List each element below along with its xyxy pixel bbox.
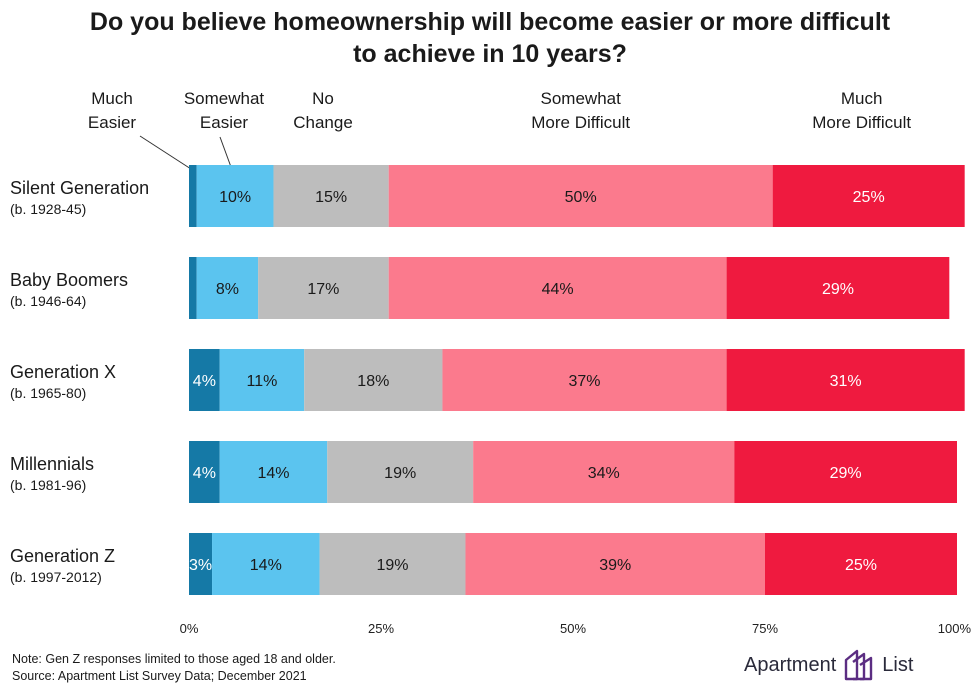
bar-segment bbox=[388, 257, 727, 319]
data-label: 39% bbox=[599, 557, 631, 574]
stacked-bar-chart: Much Easier Somewhat Easier No Change Somewhat… bbox=[10, 89, 972, 636]
generation-birth-years: (b. 1981-96) bbox=[10, 477, 86, 493]
legend-label-much-more-difficult: More Difficult bbox=[812, 113, 911, 132]
bar-segment bbox=[304, 349, 443, 411]
legend-label-much-easier: Easier bbox=[88, 113, 137, 132]
generation-label: Generation Z bbox=[10, 546, 115, 566]
generation-birth-years: (b. 1946-64) bbox=[10, 293, 86, 309]
brand-word-apartment: Apartment bbox=[744, 653, 837, 676]
legend-label-somewhat-more-difficult: Somewhat bbox=[541, 89, 622, 108]
bar-segment bbox=[319, 533, 466, 595]
bar-segment bbox=[327, 441, 474, 503]
legend-label-much-more-difficult: Much bbox=[841, 89, 883, 108]
brand-word-list: List bbox=[882, 653, 914, 676]
data-label: 4% bbox=[193, 465, 216, 482]
generation-label: Baby Boomers bbox=[10, 270, 128, 290]
x-tick-label: 0% bbox=[180, 621, 199, 636]
bar-segment bbox=[189, 165, 197, 227]
bar-segment bbox=[189, 441, 220, 503]
data-label: 14% bbox=[257, 465, 289, 482]
brand-logo: Apartment List bbox=[744, 648, 913, 682]
generation-birth-years: (b. 1997-2012) bbox=[10, 569, 102, 585]
bar-segment bbox=[219, 441, 328, 503]
generation-birth-years: (b. 1928-45) bbox=[10, 201, 86, 217]
data-label: 50% bbox=[565, 189, 597, 206]
source-line: Source: Apartment List Survey Data; Dece… bbox=[12, 669, 307, 683]
x-tick-label: 25% bbox=[368, 621, 394, 636]
data-label: 31% bbox=[830, 373, 862, 390]
data-label: 18% bbox=[357, 373, 389, 390]
legend-label-somewhat-easier: Somewhat bbox=[184, 89, 265, 108]
x-tick-label: 50% bbox=[560, 621, 586, 636]
bar-segment bbox=[189, 349, 220, 411]
bar-segment bbox=[726, 349, 965, 411]
chart-title: Do you believe homeownership will become… bbox=[0, 6, 980, 70]
data-label: 3% bbox=[189, 557, 212, 574]
bar-segment bbox=[388, 165, 773, 227]
data-label: 34% bbox=[588, 465, 620, 482]
generation-label: Millennials bbox=[10, 454, 94, 474]
footnotes: Note: Gen Z responses limited to those a… bbox=[12, 651, 336, 685]
legend-label-somewhat-more-difficult: More Difficult bbox=[531, 113, 630, 132]
data-label: 37% bbox=[569, 373, 601, 390]
generation-label: Generation X bbox=[10, 362, 116, 382]
data-label: 25% bbox=[845, 557, 877, 574]
x-tick-label: 100% bbox=[938, 621, 972, 636]
chart-title-line-1: Do you believe homeownership will become… bbox=[89, 8, 891, 36]
legend-label-much-easier: Much bbox=[91, 89, 133, 108]
data-label: 14% bbox=[250, 557, 282, 574]
generation-birth-years: (b. 1965-80) bbox=[10, 385, 86, 401]
chart-title-line-2: to achieve in 10 years? bbox=[353, 40, 627, 68]
bar-segment bbox=[189, 533, 213, 595]
bar-segment bbox=[196, 165, 274, 227]
data-label: 44% bbox=[542, 281, 574, 298]
data-label: 4% bbox=[193, 373, 216, 390]
bar-segment bbox=[772, 165, 965, 227]
note-line: Note: Gen Z responses limited to those a… bbox=[12, 652, 336, 666]
data-label: 11% bbox=[247, 373, 278, 390]
data-label: 29% bbox=[830, 465, 862, 482]
leader-line-somewhat-easier bbox=[219, 136, 232, 168]
x-tick-label: 75% bbox=[752, 621, 778, 636]
data-label: 25% bbox=[853, 189, 885, 206]
data-label: 29% bbox=[822, 281, 854, 298]
legend-label-no-change: No bbox=[312, 89, 334, 108]
generation-label: Silent Generation bbox=[10, 178, 149, 198]
bar-segment bbox=[189, 257, 197, 319]
bar-segment bbox=[212, 533, 320, 595]
bar-segment bbox=[258, 257, 389, 319]
bar-segment bbox=[196, 257, 259, 319]
bar-segment bbox=[442, 349, 727, 411]
bar-segment bbox=[765, 533, 957, 595]
leader-line-much-easier bbox=[139, 135, 192, 170]
bar-segment bbox=[726, 257, 950, 319]
bar-segment bbox=[219, 349, 305, 411]
data-label: 15% bbox=[315, 189, 347, 206]
legend-label-somewhat-easier: Easier bbox=[200, 113, 249, 132]
data-label: 10% bbox=[219, 189, 251, 206]
bar-segment bbox=[465, 533, 765, 595]
data-label: 19% bbox=[384, 465, 416, 482]
legend-label-no-change: Change bbox=[293, 113, 353, 132]
data-label: 8% bbox=[216, 281, 239, 298]
data-label: 17% bbox=[307, 281, 339, 298]
bar-segment bbox=[273, 165, 389, 227]
apartment-list-logo-icon bbox=[845, 649, 873, 681]
bar-segment bbox=[734, 441, 957, 503]
bar-segment bbox=[473, 441, 735, 503]
data-label: 19% bbox=[377, 557, 409, 574]
